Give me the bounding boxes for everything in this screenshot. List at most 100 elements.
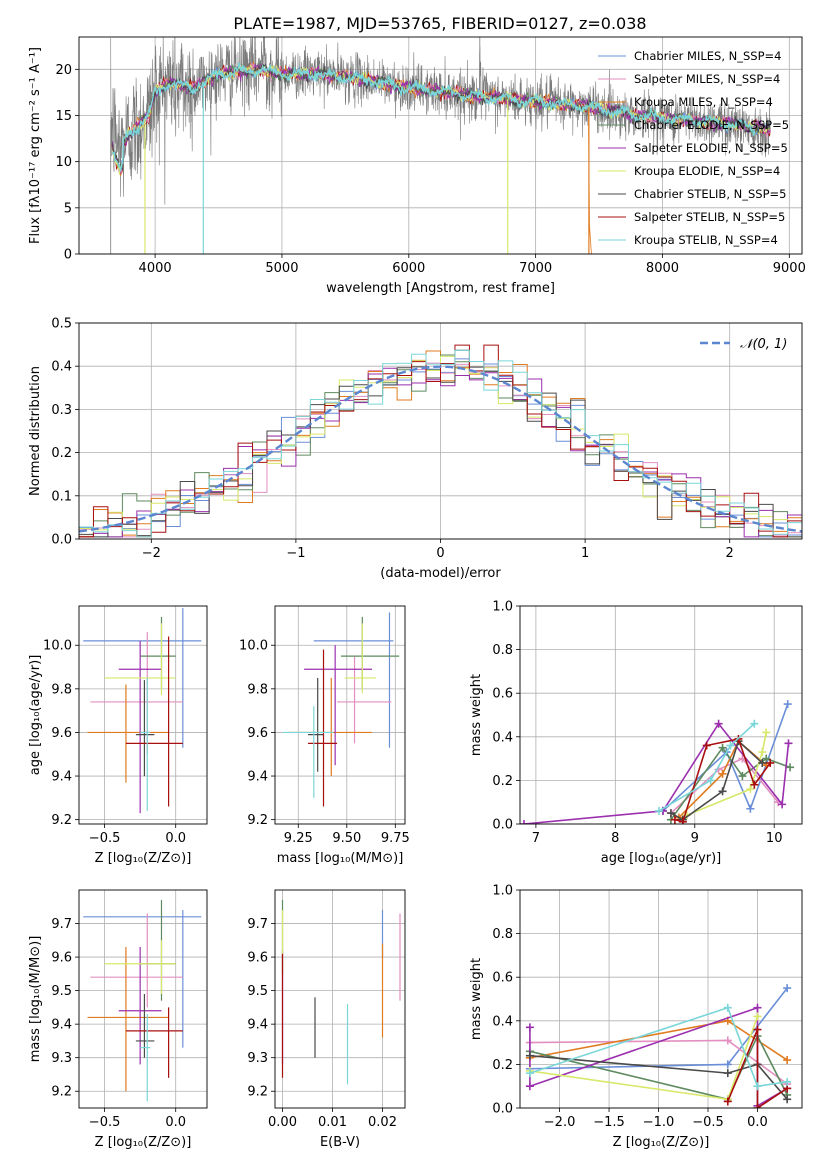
data-point-marker — [726, 741, 735, 750]
x-tick-label: 9.75 — [381, 831, 410, 846]
data-point-marker — [723, 1003, 732, 1012]
x-tick-label: −0.5 — [692, 1115, 724, 1130]
errorbar-point — [87, 684, 169, 783]
y-tick-label: 0.4 — [51, 360, 72, 375]
y-tick-label: 10.0 — [239, 639, 268, 654]
data-point-marker — [753, 1104, 762, 1108]
data-point-marker — [525, 1082, 534, 1091]
y-tick-label: 1.0 — [492, 600, 513, 615]
legend-entry: Kroupa ELODIE, N_SSP=4 — [634, 164, 780, 178]
errorbar-point — [104, 940, 176, 994]
mass_vs_EBV-panel: 0.00 0.01 0.02 9.2 9.3 9.4 9.5 9.6 9.7 E(B-V) — [247, 889, 406, 1150]
y-tick-label: 9.2 — [247, 813, 268, 828]
data-point-marker — [784, 739, 793, 748]
mass-weight-series-4 — [520, 719, 793, 824]
y-tick-label: 0.4 — [492, 730, 513, 745]
legend-entry: Salpeter MILES, N_SSP=4 — [634, 72, 780, 86]
data-point-marker — [750, 780, 759, 789]
mass_weight_vs_Z-panel: −2.0 −1.5 −1.0 −0.5 0.0 0.0 0.2 0.4 0.6 0.8 1.0 Z [… — [469, 884, 803, 1150]
x-tick-label: 8000 — [646, 261, 679, 276]
data-point-marker — [723, 1069, 732, 1078]
data-point-marker — [655, 806, 664, 815]
data-point-marker — [783, 1077, 792, 1086]
legend-entry: Salpeter STELIB, N_SSP=5 — [634, 210, 785, 224]
y-tick-label: 0.8 — [492, 927, 513, 942]
mass_weight_vs_age-x-axis-label: age [log₁₀(age/yr)] — [601, 851, 722, 866]
data-point-marker — [783, 1095, 792, 1104]
mass_weight_vs_age-plot-area — [520, 700, 795, 824]
y-tick-label: 9.5 — [51, 984, 72, 999]
y-tick-label: 10 — [55, 155, 72, 170]
age_vs_Z-frame — [78, 605, 208, 825]
data-point-marker — [670, 815, 679, 824]
age_vs_Z-x-axis-label: Z [log₁₀(Z/Z⊙)] — [95, 851, 192, 866]
y-tick-label: 9.6 — [51, 726, 72, 741]
y-tick-label: 1.0 — [492, 884, 513, 899]
x-tick-label: 0.0 — [165, 1115, 186, 1130]
data-point-marker — [753, 1025, 762, 1034]
y-tick-label: 0.0 — [51, 533, 72, 548]
y-tick-label: 9.3 — [247, 1051, 268, 1066]
residual-histogram-7 — [79, 344, 802, 538]
data-point-marker — [762, 728, 771, 737]
x-tick-label: −2.0 — [544, 1115, 576, 1130]
y-tick-label: 0.4 — [492, 1014, 513, 1029]
normal-reference-curve — [79, 365, 802, 533]
x-tick-label: 7000 — [519, 261, 552, 276]
errorbar-point — [140, 677, 151, 811]
y-tick-label: 9.4 — [51, 770, 72, 785]
data-point-marker — [723, 1060, 732, 1069]
x-tick-label: 0.0 — [165, 831, 186, 846]
mass_vs_Z-grid — [79, 890, 207, 1108]
errorbar-point — [313, 612, 394, 748]
residuals-panel: −2 −1 0 1 2 0.0 0.1 0.2 0.3 0.4 0.5 (data-model)/er… — [28, 317, 803, 581]
data-point-marker — [746, 804, 755, 813]
y-tick-label: 0.2 — [492, 1058, 513, 1073]
mass_vs_EBV-plot-area — [281, 900, 401, 1085]
data-point-marker — [786, 763, 795, 772]
mass_vs_EBV-frame — [274, 889, 406, 1109]
y-tick-label: 9.6 — [247, 951, 268, 966]
legend-entry: Chabrier MILES, N_SSP=4 — [634, 49, 781, 63]
x-tick-label: 7 — [532, 831, 540, 846]
y-tick-label: 9.7 — [247, 917, 268, 932]
errorbar-point — [307, 677, 324, 772]
data-point-marker — [718, 769, 727, 778]
legend-entry: Salpeter ELODIE, N_SSP=5 — [634, 141, 788, 155]
series-line — [658, 723, 755, 812]
data-point-marker — [783, 984, 792, 993]
y-tick-label: 9.4 — [247, 770, 268, 785]
x-tick-label: 9 — [691, 831, 699, 846]
legend-entry: Chabrier STELIB, N_SSP=5 — [634, 187, 786, 201]
data-point-marker — [753, 1012, 762, 1021]
errorbar-point — [125, 1007, 183, 1078]
errorbar-point — [282, 706, 334, 798]
x-tick-label: 4000 — [139, 261, 172, 276]
data-point-marker — [702, 741, 711, 750]
y-tick-label: 9.2 — [247, 1085, 268, 1100]
mass-weight-series-8 — [655, 719, 759, 815]
y-tick-label: 0.0 — [492, 818, 513, 833]
x-tick-label: 5000 — [265, 261, 298, 276]
age_vs_Z-plot-area — [83, 608, 202, 814]
y-tick-label: 9.7 — [51, 917, 72, 932]
y-tick-label: 9.3 — [51, 1051, 72, 1066]
data-point-marker — [758, 748, 767, 757]
y-tick-label: 20 — [55, 63, 72, 78]
data-point-marker — [520, 820, 528, 824]
age_vs_Z-y-axis-label: age [log₁₀(age/yr)] — [28, 655, 43, 776]
legend-entry: Kroupa MILES, N_SSP=4 — [634, 95, 773, 109]
data-point-marker — [666, 809, 675, 818]
errorbar-point — [90, 913, 183, 1008]
y-tick-label: 10.0 — [43, 639, 72, 654]
errorbar-point — [307, 649, 338, 807]
age_vs_mass-frame — [274, 605, 406, 825]
residual-histogram-8 — [79, 349, 802, 538]
mass_weight_vs_Z-frame — [519, 889, 803, 1109]
data-point-marker — [525, 1051, 534, 1060]
errorbar-point — [118, 640, 162, 814]
errorbar-point — [104, 623, 176, 696]
spectrum-y-axis-label: Flux [fλ10⁻¹⁷ erg cm⁻² s⁻¹ A⁻¹] — [28, 47, 43, 244]
errorbar-point — [83, 910, 202, 1048]
residuals-legend: 𝒩(0, 1) — [700, 337, 787, 352]
